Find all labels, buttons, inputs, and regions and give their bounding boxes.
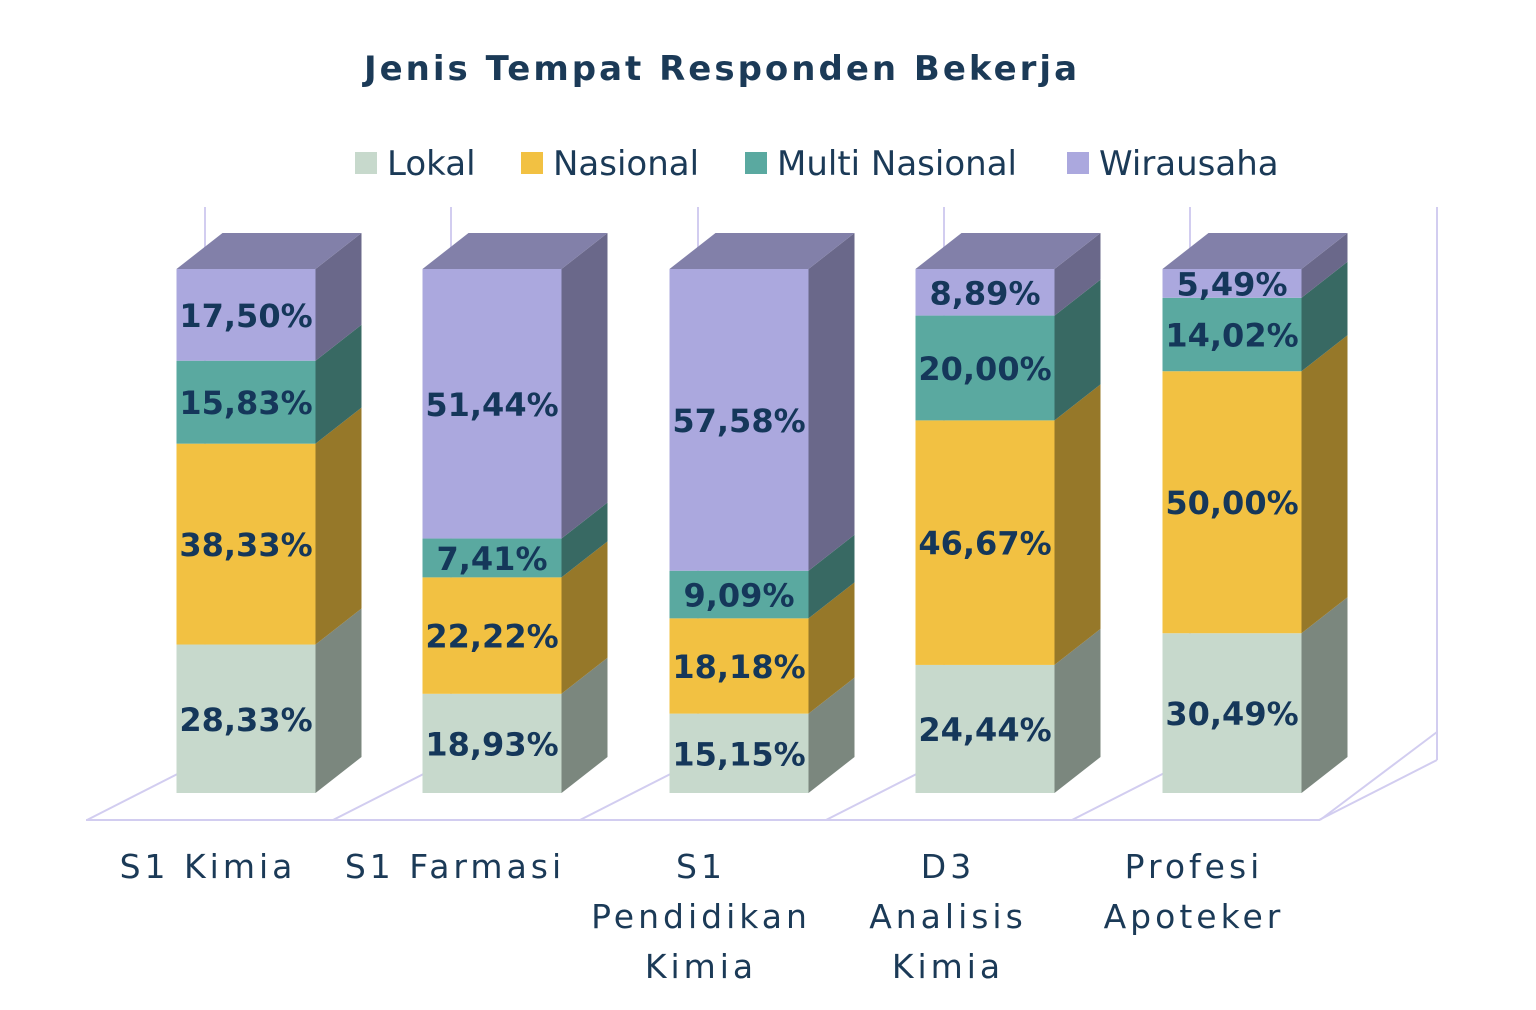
bar-side-face: [808, 677, 855, 793]
category-labels: S1 Kimia S1 Farmasi S1 Pendidikan Kimia D3 Ana…: [120, 847, 1285, 986]
bar-side-face: [561, 657, 608, 793]
bar-side-face: [1301, 335, 1348, 634]
data-label: 24,44%: [918, 711, 1051, 749]
bar-side-face: [1301, 233, 1348, 298]
chart-title: Jenis Tempat Responden Bekerja: [362, 49, 1080, 89]
bar-segment-nasional: [915, 420, 1055, 665]
bar-side-face: [1301, 597, 1348, 793]
bar-side-face: [315, 324, 362, 444]
legend-swatch-wirausaha: [1067, 152, 1089, 174]
data-label: 50,00%: [1165, 484, 1298, 522]
bar-stack: 28,33% 38,33% 15,83% 17,50%: [176, 233, 362, 793]
data-label: 20,00%: [918, 350, 1051, 388]
bar-segment-lokal: [176, 644, 316, 793]
bar-top-face: [669, 233, 855, 269]
category-label: S1 Farmasi: [345, 847, 565, 886]
category-label: S1: [676, 847, 726, 886]
legend-swatch-multi-nasional: [745, 152, 767, 174]
legend: Lokal Nasional Multi Nasional Wirausaha: [355, 144, 1279, 184]
bar-segment-nasional: [422, 577, 562, 694]
bar-segment-nasional: [669, 618, 809, 714]
bar-stack: 24,44% 46,67% 20,00% 8,89%: [915, 233, 1101, 793]
bar-side-face: [1054, 384, 1101, 665]
bar-side-face: [315, 233, 362, 361]
bar-stack: 18,93% 22,22% 7,41% 51,44%: [422, 233, 608, 793]
bar-side-face: [808, 233, 855, 571]
bar-top-face: [176, 233, 362, 269]
bar-side-face: [561, 502, 608, 578]
bar-side-face: [561, 541, 608, 694]
floor-diagonal-line: [1318, 759, 1438, 821]
data-label: 5,49%: [1176, 265, 1287, 303]
bar-segment-wirausaha: [1162, 269, 1302, 298]
data-label: 38,33%: [179, 526, 312, 564]
category-label: Profesi: [1125, 847, 1264, 886]
bar-top-face: [915, 233, 1101, 269]
data-label: 17,50%: [179, 297, 312, 335]
bar-segment-wirausaha: [669, 269, 809, 571]
bar-segment-nasional: [1162, 371, 1302, 634]
bar-stack: 15,15% 18,18% 9,09% 57,58%: [669, 233, 855, 793]
data-label: 18,18%: [672, 648, 805, 686]
bar-side-face: [808, 534, 855, 619]
legend-label: Wirausaha: [1099, 144, 1279, 184]
bar-segment-lokal: [422, 693, 562, 793]
data-label: 15,83%: [179, 384, 312, 422]
data-label: 7,41%: [436, 540, 547, 578]
legend-swatch-lokal: [355, 152, 377, 174]
category-label: Analisis: [869, 897, 1027, 936]
bar-segment-multi-nasional: [176, 360, 316, 444]
bar-side-face: [1054, 279, 1101, 421]
bar-side-face: [1054, 628, 1101, 793]
category-label: Kimia: [645, 947, 757, 986]
category-label: Apoteker: [1104, 897, 1285, 936]
bar-top-face: [1162, 233, 1348, 269]
bars: 28,33% 38,33% 15,83% 17,50% 18,93% 22,22% 7,41…: [176, 233, 1348, 793]
legend-swatch-nasional: [521, 152, 543, 174]
category-label: D3: [921, 847, 975, 886]
bar-side-face: [561, 233, 608, 539]
data-label: 18,93%: [425, 725, 558, 763]
side-floor-line: [1319, 731, 1438, 821]
bar-top-face: [422, 233, 608, 269]
category-label: S1 Kimia: [120, 847, 297, 886]
legend-label: Nasional: [553, 144, 699, 184]
data-label: 8,89%: [929, 274, 1040, 312]
data-label: 30,49%: [1165, 695, 1298, 733]
data-label: 14,02%: [1165, 317, 1298, 355]
bar-side-face: [1301, 261, 1348, 372]
bar-segment-lokal: [915, 664, 1055, 793]
category-label: Pendidikan: [591, 897, 811, 936]
legend-label: Lokal: [387, 144, 476, 184]
bar-segment-wirausaha: [915, 269, 1055, 316]
bar-segment-lokal: [669, 713, 809, 793]
bar-stack: 30,49% 50,00% 14,02% 5,49%: [1162, 233, 1348, 793]
data-label: 15,15%: [672, 735, 805, 773]
data-label: 57,58%: [672, 402, 805, 440]
bar-side-face: [315, 407, 362, 645]
bar-segment-multi-nasional: [422, 538, 562, 578]
data-label: 51,44%: [425, 386, 558, 424]
data-label: 22,22%: [425, 618, 558, 656]
bar-segment-multi-nasional: [669, 570, 809, 619]
bar-segment-multi-nasional: [915, 315, 1055, 421]
bar-segment-wirausaha: [176, 269, 316, 361]
bar-segment-wirausaha: [422, 269, 562, 539]
bar-side-face: [315, 608, 362, 793]
legend-label: Multi Nasional: [777, 144, 1017, 184]
category-label: Kimia: [892, 947, 1004, 986]
data-label: 46,67%: [918, 525, 1051, 563]
bar-side-face: [808, 582, 855, 714]
bar-segment-nasional: [176, 443, 316, 645]
data-label: 28,33%: [179, 701, 312, 739]
bar-segment-multi-nasional: [1162, 297, 1302, 372]
data-label: 9,09%: [683, 577, 794, 615]
bar-segment-lokal: [1162, 633, 1302, 793]
bar-side-face: [1054, 233, 1101, 316]
